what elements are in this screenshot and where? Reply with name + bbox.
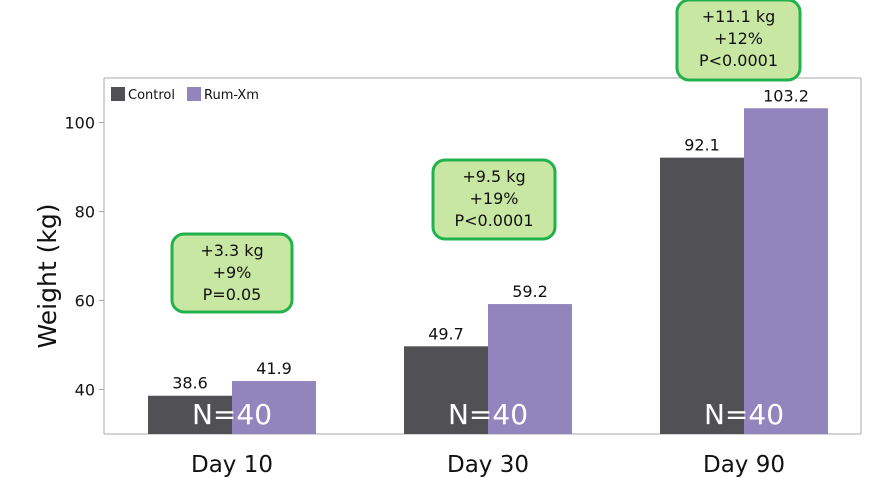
sample-size-label: N=40 (192, 398, 272, 431)
sample-size-label: N=40 (448, 398, 528, 431)
annotation-box (675, 0, 802, 82)
annotation-text: +9% (213, 263, 252, 282)
legend-label: Control (128, 88, 175, 103)
x-axis: Day 10 Day 30 Day 90 (191, 452, 785, 478)
legend-label: Rum-Xm (204, 88, 259, 103)
bar-value-label: 103.2 (763, 86, 809, 105)
annotation-text: +3.3 kg (200, 241, 263, 260)
bar-rum-xm (744, 108, 828, 434)
legend-swatch (187, 87, 201, 101)
annotation-text: P<0.0001 (454, 211, 533, 230)
annotation-text: P<0.0001 (699, 51, 778, 70)
x-category-label: Day 10 (191, 452, 273, 478)
value-labels-layer: 38.6 41.9 49.7 59.2 92.1 103.2 (172, 86, 809, 392)
annotation-text: +12% (714, 29, 763, 48)
y-tick-label: 80 (75, 203, 95, 222)
annotation-text: +19% (470, 189, 519, 208)
annotation-text: +9.5 kg (462, 167, 525, 186)
bar-rum-xm (232, 381, 316, 434)
bar-value-label: 92.1 (684, 136, 720, 155)
bar-rum-xm (488, 304, 572, 434)
y-axis-title: Weight (kg) (33, 204, 62, 349)
y-tick-label: 100 (64, 114, 95, 133)
annotation-text: +11.1 kg (702, 7, 776, 26)
legend-swatch (111, 87, 125, 101)
bar-control (404, 346, 488, 434)
y-axis: 40 60 80 100 (64, 114, 104, 400)
y-tick-label: 40 (75, 381, 95, 400)
sample-size-label: N=40 (704, 398, 784, 431)
annotations-layer: +3.3 kg +9% P=0.05 +9.5 kg +19% P<0.0001 +11.1… (170, 0, 802, 314)
bar-value-label: 41.9 (256, 359, 292, 378)
y-tick-label: 60 (75, 292, 95, 311)
bar-value-label: 59.2 (512, 282, 548, 301)
bar-control (148, 395, 232, 434)
bar-control (660, 157, 744, 434)
x-category-label: Day 90 (703, 452, 785, 478)
bar-value-label: 49.7 (428, 324, 464, 343)
x-category-label: Day 30 (447, 452, 529, 478)
annotation-box (431, 158, 557, 241)
bar-value-label: 38.6 (172, 374, 208, 393)
annotation-box (170, 232, 294, 314)
n-labels-layer: N=40 N=40 N=40 (192, 398, 784, 431)
bars-layer (148, 108, 828, 434)
legend: Control Rum-Xm (111, 87, 259, 103)
annotation-text: P=0.05 (203, 285, 262, 304)
